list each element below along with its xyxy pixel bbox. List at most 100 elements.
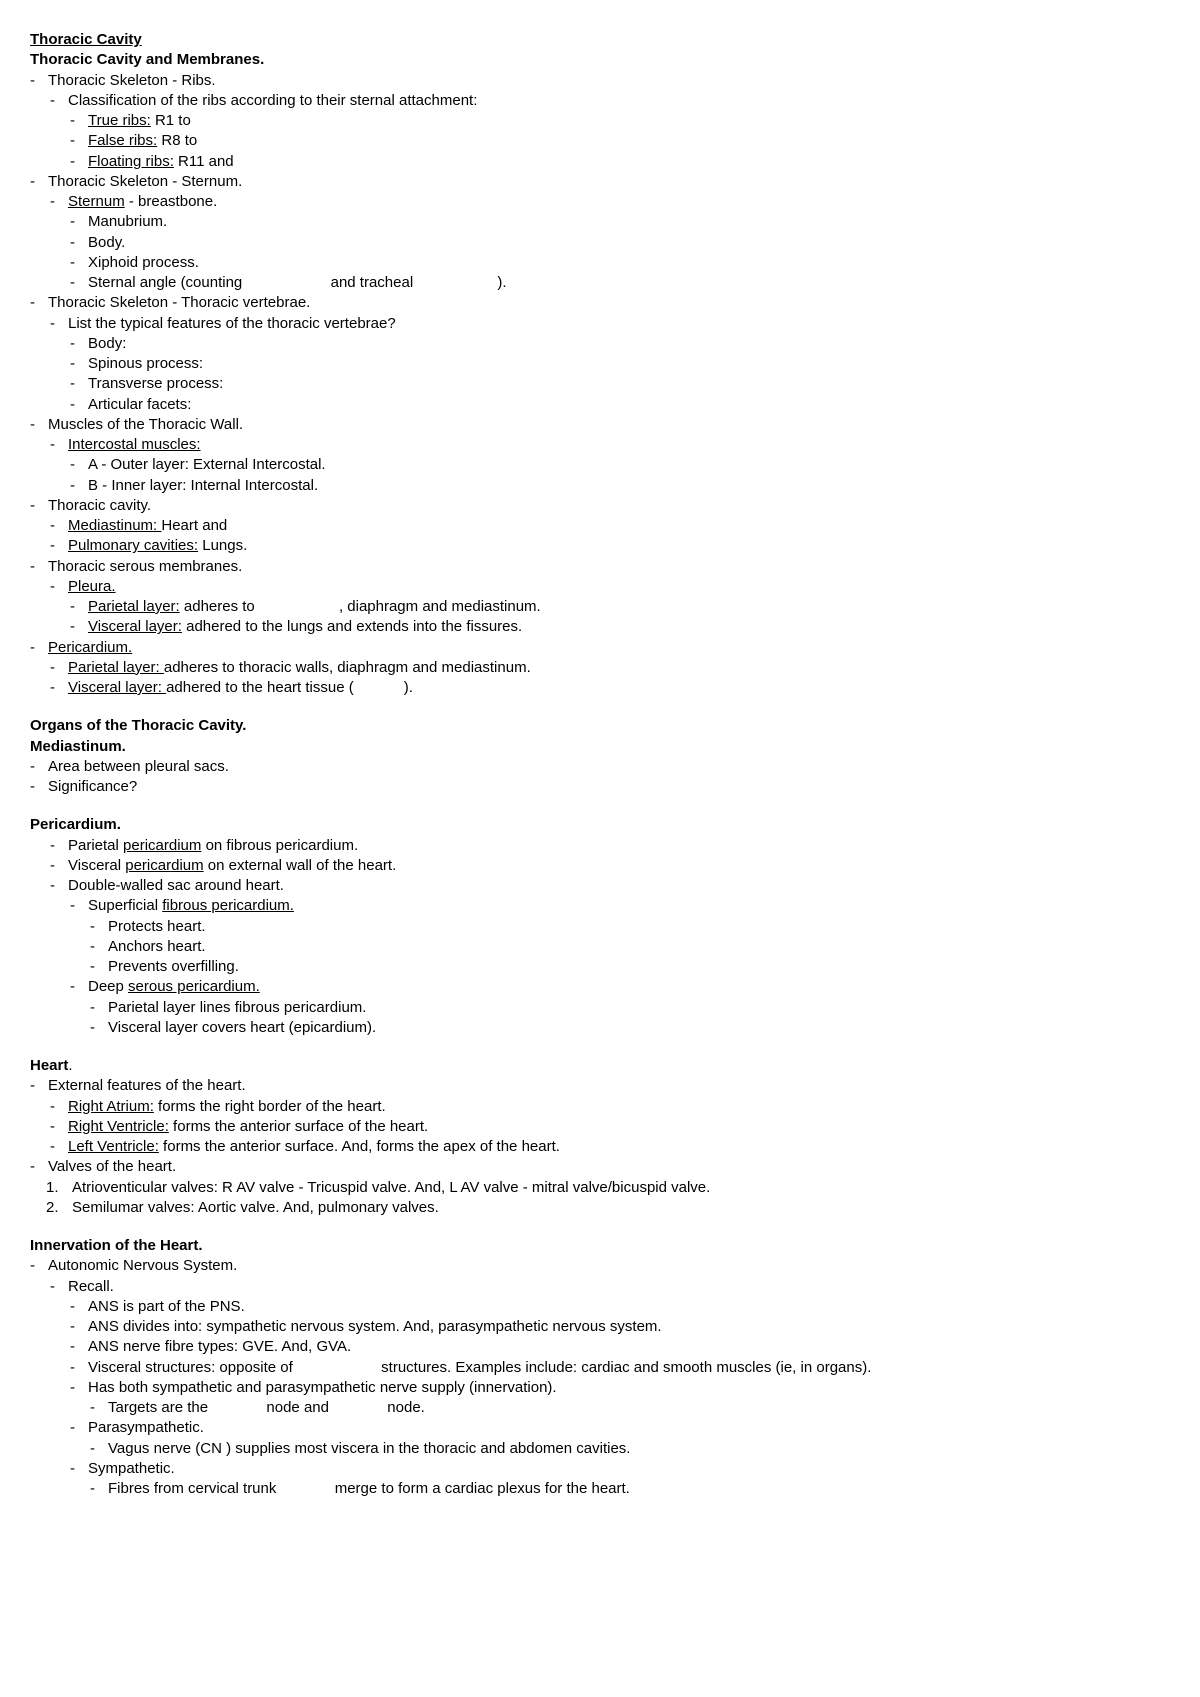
list-item: Fibres from cervical trunk merge to form…: [90, 1479, 1170, 1499]
text: Parasympathetic.: [88, 1419, 204, 1436]
text: Fibres from cervical trunk: [108, 1480, 281, 1497]
list-item: Manubrium.: [70, 212, 1170, 232]
section-heading: Heart.: [30, 1056, 1170, 1076]
text: R1 to: [151, 112, 191, 129]
text: Spinous process:: [88, 355, 203, 372]
text: Intercostal muscles:: [68, 436, 201, 453]
text: Area between pleural sacs.: [48, 758, 229, 775]
text: forms the anterior surface of the heart.: [169, 1118, 428, 1135]
list-item: Pulmonary cavities: Lungs.: [50, 536, 1170, 556]
section-heading: Organs of the Thoracic Cavity.: [30, 716, 1170, 736]
text: Transverse process:: [88, 375, 223, 392]
text: - breastbone.: [125, 193, 218, 210]
text: Pulmonary cavities:: [68, 537, 198, 554]
list-item: Transverse process:: [70, 374, 1170, 394]
text: Thoracic Skeleton - Sternum.: [48, 173, 242, 190]
list-item: Body.: [70, 233, 1170, 253]
list-item: Semilumar valves: Aortic valve. And, pul…: [50, 1198, 1170, 1218]
list-item: Thoracic Skeleton - Sternum.: [30, 172, 1170, 192]
list-item: Visceral layer: adhered to the heart tis…: [50, 678, 1170, 698]
text: Parietal layer lines fibrous pericardium…: [108, 999, 366, 1016]
text: External features of the heart.: [48, 1077, 246, 1094]
text: Articular facets:: [88, 396, 191, 413]
list-item: Parietal layer lines fibrous pericardium…: [90, 998, 1170, 1018]
text: node.: [383, 1399, 425, 1416]
text: Visceral layer:: [88, 618, 182, 635]
list-item: Intercostal muscles:: [50, 435, 1170, 455]
list-item: Right Ventricle: forms the anterior surf…: [50, 1117, 1170, 1137]
list-item: B - Inner layer: Internal Intercostal.: [70, 476, 1170, 496]
list-item: Classification of the ribs according to …: [50, 91, 1170, 111]
text: A - Outer layer: External Intercostal.: [88, 456, 326, 473]
list-item: Deep serous pericardium.: [70, 977, 1170, 997]
outline: Parietal pericardium on fibrous pericard…: [30, 836, 1170, 1039]
list-item: False ribs: R8 to: [70, 131, 1170, 151]
outline: Area between pleural sacs. Significance?: [30, 757, 1170, 798]
list-item: Spinous process:: [70, 354, 1170, 374]
list-item: Left Ventricle: forms the anterior surfa…: [50, 1137, 1170, 1157]
list-item: Visceral structures: opposite of structu…: [70, 1358, 1170, 1378]
text: adheres to: [180, 598, 259, 615]
text: Recall.: [68, 1278, 114, 1295]
text: serous pericardium.: [128, 978, 260, 995]
list-item: ANS is part of the PNS.: [70, 1297, 1170, 1317]
outline: Autonomic Nervous System. Recall. ANS is…: [30, 1256, 1170, 1499]
list-item: Right Atrium: forms the right border of …: [50, 1097, 1170, 1117]
text: Double-walled sac around heart.: [68, 877, 284, 894]
list-item: True ribs: R1 to: [70, 111, 1170, 131]
text: Vagus nerve (CN ) supplies most viscera …: [108, 1440, 630, 1457]
list-item: Vagus nerve (CN ) supplies most viscera …: [90, 1439, 1170, 1459]
text: Anchors heart.: [108, 938, 206, 955]
text: Prevents overfilling.: [108, 958, 239, 975]
text: True ribs:: [88, 112, 151, 129]
text: pericardium: [123, 837, 201, 854]
text: Visceral layer covers heart (epicardium)…: [108, 1019, 376, 1036]
list-item: Body:: [70, 334, 1170, 354]
text: Classification of the ribs according to …: [68, 92, 477, 109]
list-item: Significance?: [30, 777, 1170, 797]
list-item: Superficial fibrous pericardium.: [70, 896, 1170, 916]
text: Parietal: [68, 837, 123, 854]
list-item: ANS divides into: sympathetic nervous sy…: [70, 1317, 1170, 1337]
outline: External features of the heart. Right At…: [30, 1076, 1170, 1218]
text: Valves of the heart.: [48, 1158, 176, 1175]
text: Heart: [30, 1057, 68, 1074]
list-item: Mediastinum: Heart and: [50, 516, 1170, 536]
text: Deep: [88, 978, 128, 995]
list-item: Anchors heart.: [90, 937, 1170, 957]
text: structures. Examples include: cardiac an…: [377, 1359, 871, 1376]
text: Mediastinum:: [68, 517, 161, 534]
text: Thoracic cavity.: [48, 497, 151, 514]
text: ANS nerve fibre types: GVE. And, GVA.: [88, 1338, 351, 1355]
list-item: External features of the heart.: [30, 1076, 1170, 1096]
list-item: Visceral layer: adhered to the lungs and…: [70, 617, 1170, 637]
text: Sternal angle (counting: [88, 274, 246, 291]
text: adhered to the lungs and extends into th…: [182, 618, 522, 635]
list-item: List the typical features of the thoraci…: [50, 314, 1170, 334]
list-item: Thoracic Skeleton - Thoracic vertebrae.: [30, 293, 1170, 313]
text: adheres to thoracic walls, diaphragm and…: [164, 659, 531, 676]
text: Xiphoid process.: [88, 254, 199, 271]
text: Pleura.: [68, 578, 116, 595]
text: forms the right border of the heart.: [154, 1098, 386, 1115]
list-item: Muscles of the Thoracic Wall.: [30, 415, 1170, 435]
list-item: Pleura.: [50, 577, 1170, 597]
text: forms the anterior surface. And, forms t…: [159, 1138, 560, 1155]
list-item: Pericardium.: [30, 638, 1170, 658]
text: node and: [262, 1399, 333, 1416]
text: Autonomic Nervous System.: [48, 1257, 237, 1274]
list-item: Atrioventicular valves: R AV valve - Tri…: [50, 1178, 1170, 1198]
text: Visceral structures: opposite of: [88, 1359, 297, 1376]
text: Thoracic Skeleton - Thoracic vertebrae.: [48, 294, 310, 311]
list-item: Thoracic serous membranes.: [30, 557, 1170, 577]
list-item: Parasympathetic.: [70, 1418, 1170, 1438]
text: , diaphragm and mediastinum.: [339, 598, 541, 615]
list-item: Floating ribs: R11 and: [70, 152, 1170, 172]
list-item: Parietal layer: adheres to thoracic wall…: [50, 658, 1170, 678]
text: ).: [497, 274, 506, 291]
list-item: Prevents overfilling.: [90, 957, 1170, 977]
list-item: Parietal pericardium on fibrous pericard…: [50, 836, 1170, 856]
list-item: Has both sympathetic and parasympathetic…: [70, 1378, 1170, 1398]
text: merge to form a cardiac plexus for the h…: [331, 1480, 630, 1497]
list-item: Sympathetic.: [70, 1459, 1170, 1479]
